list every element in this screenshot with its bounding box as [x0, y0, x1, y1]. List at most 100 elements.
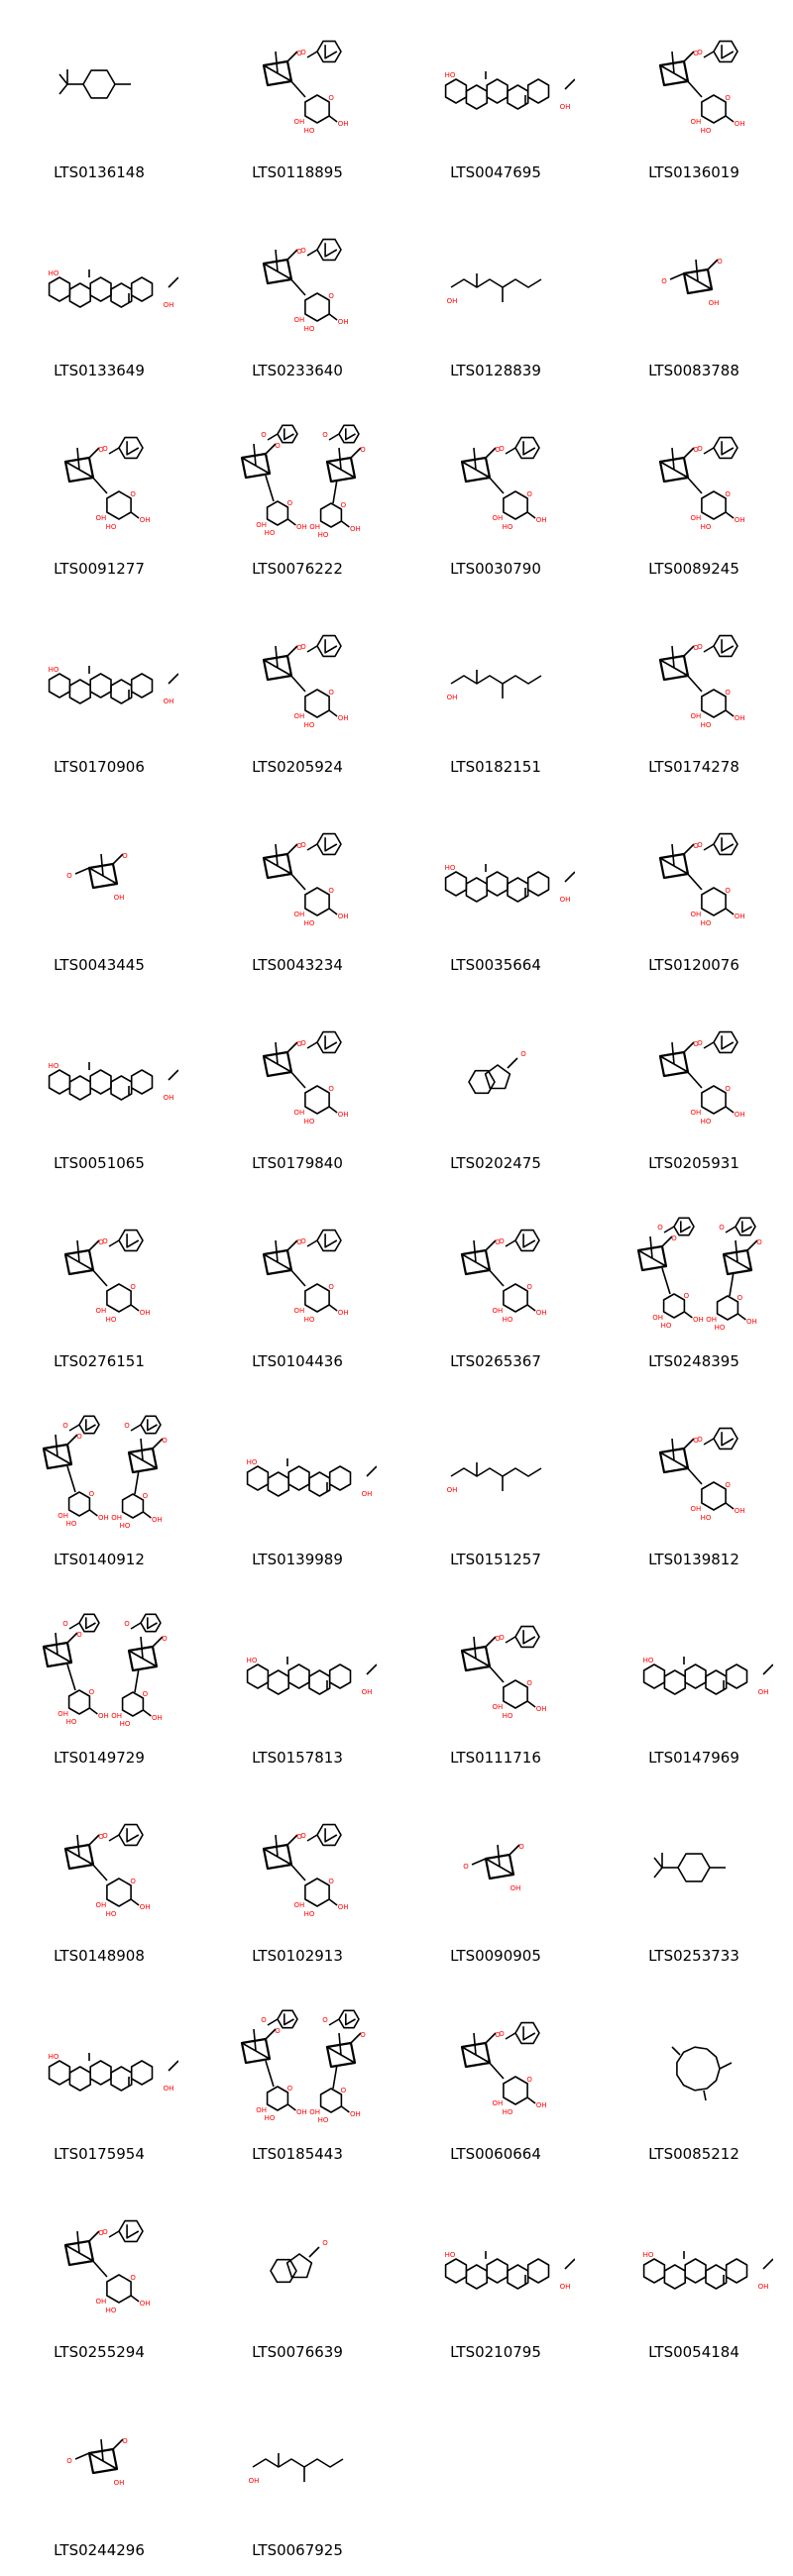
svg-text:O: O [328, 292, 334, 300]
molecule-id-label: LTS0102913 [252, 1947, 343, 1965]
molecule-id-label: LTS0076639 [252, 2343, 343, 2361]
svg-text:HO: HO [247, 1458, 258, 1466]
molecule-id-label: LTS0179840 [252, 1154, 343, 1172]
svg-text:O: O [520, 1050, 526, 1058]
svg-text:HO: HO [701, 919, 712, 927]
svg-text:HO: HO [715, 1324, 726, 1332]
molecule-cell: O O O HO OH OH LTS0233640 [198, 198, 396, 396]
svg-text:O: O [463, 1863, 469, 1871]
molecule-id-label: LTS0054184 [648, 2343, 739, 2361]
svg-text:OH: OH [690, 911, 701, 918]
svg-text:OH: OH [95, 1307, 106, 1315]
svg-text:O: O [697, 1039, 703, 1047]
svg-text:OH: OH [164, 698, 174, 705]
svg-text:O: O [693, 446, 699, 454]
molecule-cell: OH HO LTS0054184 [595, 2180, 793, 2378]
svg-text:O: O [143, 1492, 149, 1500]
svg-text:O: O [89, 1688, 95, 1696]
svg-text:OH: OH [693, 1316, 704, 1324]
svg-text:O: O [62, 1422, 68, 1430]
svg-text:O: O [275, 2027, 281, 2035]
molecule-id-label: LTS0091277 [54, 560, 145, 578]
svg-text:O: O [143, 1690, 149, 1698]
molecule-id-label: LTS0147969 [648, 1749, 739, 1767]
svg-text:HO: HO [304, 1316, 315, 1324]
molecule-structure: OH HO [445, 71, 575, 111]
molecule-cell: O O OH LTS0244296 [0, 2378, 198, 2576]
svg-text:OH: OH [98, 1514, 109, 1522]
svg-text:OH: OH [111, 1514, 122, 1522]
molecule-cell: O O O HO OH OH LTS0111716 [396, 1585, 595, 1783]
molecule-structure: OH [447, 670, 542, 701]
svg-text:HO: HO [701, 721, 712, 729]
svg-text:HO: HO [701, 127, 712, 135]
molecule-cell: OH HO LTS0051065 [0, 991, 198, 1189]
svg-text:OH: OH [758, 1688, 769, 1696]
svg-text:O: O [526, 1283, 532, 1291]
molecule-structure: O O OH [66, 2437, 128, 2487]
molecule-structure: OH HO [49, 1062, 178, 1102]
svg-text:O: O [671, 1234, 677, 1242]
svg-text:HO: HO [445, 864, 456, 872]
molecule-id-label: LTS0043234 [252, 956, 343, 974]
molecule-structure [58, 69, 131, 99]
molecule-cell: O O O HO OH OH LTS0255294 [0, 2180, 198, 2378]
svg-text:O: O [526, 490, 532, 498]
svg-text:O: O [697, 841, 703, 849]
molecule-id-label: LTS0089245 [648, 560, 739, 578]
molecule-structure: OH [249, 2453, 344, 2485]
svg-text:HO: HO [106, 1316, 117, 1324]
svg-text:HO: HO [445, 71, 456, 79]
svg-text:OH: OH [560, 103, 571, 111]
svg-text:O: O [296, 1238, 302, 1246]
molecule-cell: OH HO LTS0133649 [0, 198, 198, 396]
svg-text:OH: OH [690, 712, 701, 720]
svg-text:HO: HO [304, 1910, 315, 1918]
molecule-id-label: LTS0051065 [54, 1154, 145, 1172]
molecule-id-label: LTS0076222 [252, 560, 343, 578]
svg-text:O: O [697, 643, 703, 651]
molecule-structure: OH HO [49, 2053, 178, 2093]
svg-text:OH: OH [152, 1714, 163, 1722]
molecule-structure: O O OH [661, 258, 723, 307]
molecule-id-label: LTS0133649 [54, 362, 145, 379]
svg-text:O: O [756, 1238, 762, 1246]
svg-text:OH: OH [362, 1490, 373, 1498]
molecule-cell: O LTS0202475 [396, 991, 595, 1189]
svg-text:O: O [296, 842, 302, 850]
molecule-id-label: LTS0060664 [450, 2145, 541, 2163]
svg-text:HO: HO [503, 1712, 513, 1720]
molecule-id-label: LTS0085212 [648, 2145, 739, 2163]
molecule-id-label: LTS0265367 [450, 1352, 541, 1370]
svg-text:O: O [300, 49, 306, 56]
svg-text:O: O [328, 94, 334, 102]
svg-text:OH: OH [709, 299, 720, 307]
svg-text:HO: HO [49, 269, 59, 277]
svg-text:OH: OH [338, 318, 349, 326]
molecule-structure: OH HO [247, 1657, 377, 1696]
svg-text:OH: OH [164, 2085, 174, 2093]
svg-text:OH: OH [735, 120, 745, 128]
svg-text:HO: HO [106, 1910, 117, 1918]
svg-text:O: O [360, 2031, 366, 2039]
molecule-cell: OH HO LTS0157813 [198, 1585, 396, 1783]
svg-text:O: O [300, 841, 306, 849]
svg-text:O: O [296, 50, 302, 57]
svg-text:O: O [499, 445, 505, 453]
svg-text:OH: OH [447, 297, 458, 305]
svg-text:OH: OH [293, 1901, 304, 1909]
svg-text:O: O [162, 1635, 168, 1643]
svg-text:OH: OH [164, 1094, 174, 1102]
svg-text:O: O [98, 1833, 104, 1841]
molecule-cell: O O O HO OH OH LTS0091277 [0, 396, 198, 594]
molecule-id-label: LTS0205924 [252, 758, 343, 776]
molecule-cell: O LTS0076639 [198, 2180, 396, 2378]
svg-text:O: O [725, 94, 731, 102]
molecule-cell: O O O O O HO OH OH O HO OH OH LTS0248395 [595, 1189, 793, 1387]
molecule-structure: OH [447, 1462, 542, 1494]
svg-text:O: O [499, 1237, 505, 1245]
